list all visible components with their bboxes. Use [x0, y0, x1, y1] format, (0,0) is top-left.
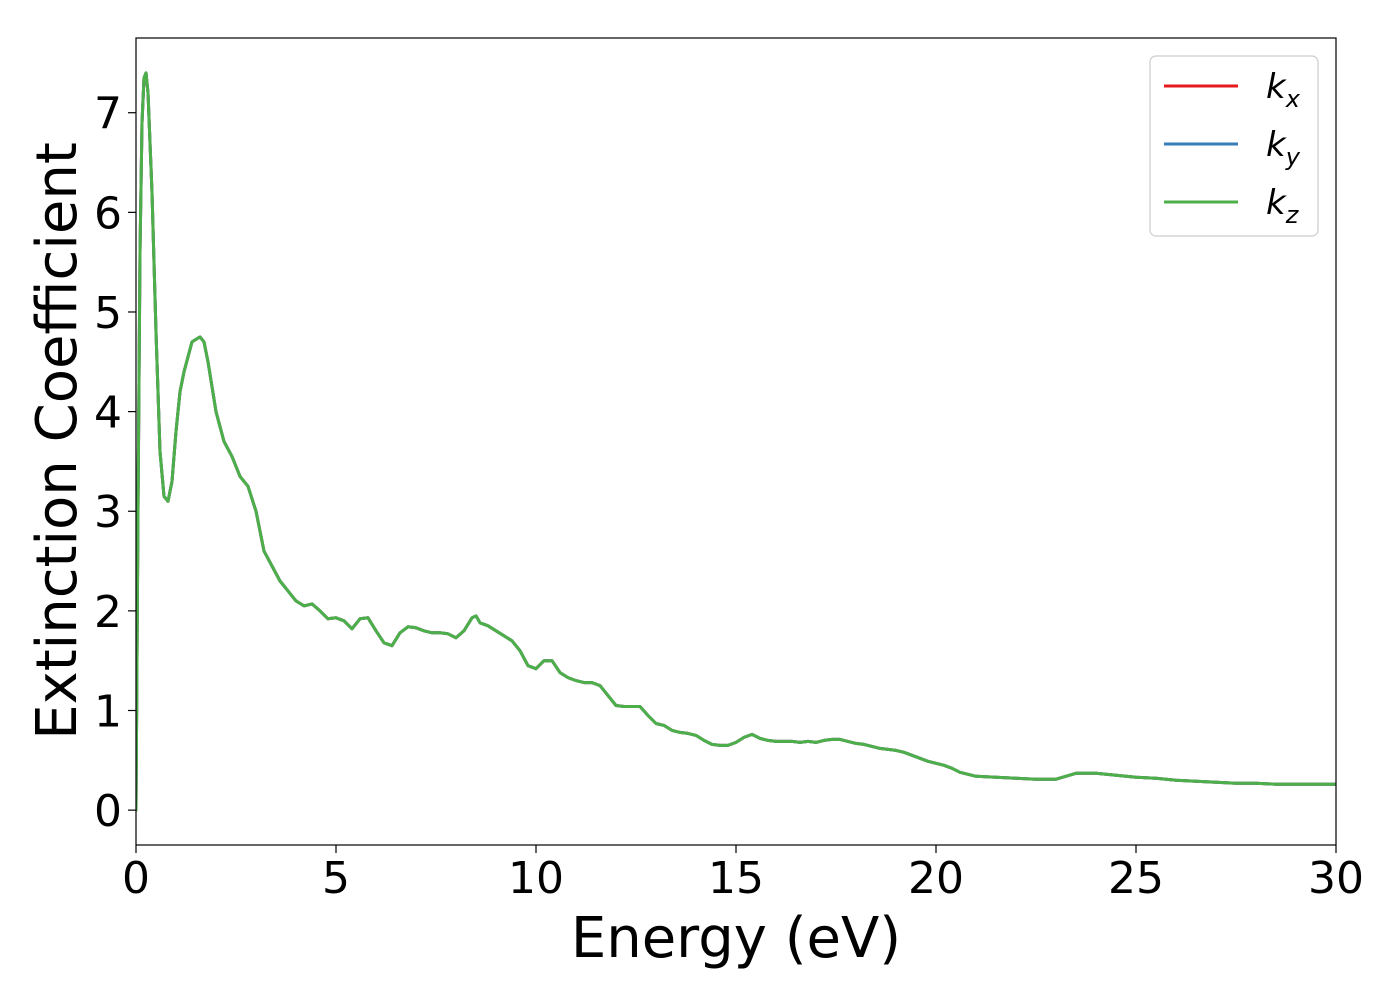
- y-tick-label: 7: [94, 89, 122, 140]
- y-tick-label: 3: [94, 487, 122, 538]
- x-tick-label: 30: [1308, 853, 1364, 904]
- legend-box: [1149, 55, 1319, 237]
- x-tick-label: 10: [508, 853, 564, 904]
- y-tick-label: 2: [94, 587, 122, 638]
- y-tick-label: 0: [94, 786, 122, 837]
- x-tick-label: 20: [908, 853, 964, 904]
- legend-label-k-y: ky: [1266, 125, 1301, 171]
- y-tick-label: 5: [94, 288, 122, 339]
- y-tick-label: 1: [94, 687, 122, 738]
- x-tick-label: 15: [708, 853, 764, 904]
- y-axis-title: Extinction Coefficient: [25, 142, 90, 740]
- axes-layer: 0 5 10 15 20 25 30 0 1 2 3 4 5 6 7: [94, 37, 1364, 904]
- legend: kx ky kz: [1149, 55, 1319, 237]
- x-axis-title: Energy (eV): [571, 906, 901, 971]
- series-layer: [136, 71, 1336, 812]
- x-tick-label: 5: [322, 853, 350, 904]
- x-tick-label: 0: [122, 853, 150, 904]
- legend-label-k-x: kx: [1266, 67, 1301, 113]
- series-line-k-z: [136, 71, 1336, 812]
- y-tick-label: 4: [94, 388, 122, 439]
- x-tick-label: 25: [1108, 853, 1164, 904]
- y-tick-label: 6: [94, 188, 122, 239]
- legend-label-k-z: kz: [1266, 183, 1300, 229]
